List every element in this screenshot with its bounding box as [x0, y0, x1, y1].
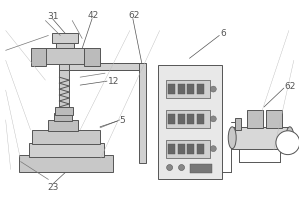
Bar — [188, 114, 194, 124]
Bar — [45, 48, 84, 64]
Text: 42: 42 — [87, 11, 98, 20]
Bar — [190, 164, 212, 173]
Bar — [247, 110, 263, 128]
Bar — [168, 144, 175, 154]
Bar — [158, 65, 222, 179]
Bar — [28, 143, 104, 157]
Bar — [60, 60, 68, 70]
Bar — [139, 63, 146, 163]
Bar — [168, 114, 175, 124]
Bar — [52, 33, 78, 43]
Circle shape — [276, 131, 300, 155]
Bar — [188, 84, 194, 94]
Bar — [188, 144, 194, 154]
Ellipse shape — [228, 127, 236, 149]
Text: 23: 23 — [47, 183, 59, 192]
Circle shape — [167, 165, 172, 171]
Circle shape — [210, 146, 216, 152]
Bar — [68, 63, 142, 70]
Text: 5: 5 — [119, 116, 125, 125]
Bar — [235, 118, 241, 130]
Bar — [59, 68, 69, 114]
Bar — [31, 48, 46, 66]
Bar — [55, 107, 73, 115]
Bar — [266, 110, 282, 128]
Bar — [178, 144, 184, 154]
Bar — [56, 43, 74, 48]
Bar — [166, 140, 210, 158]
Bar — [54, 113, 72, 121]
Circle shape — [178, 165, 184, 171]
Circle shape — [210, 116, 216, 122]
Bar — [232, 127, 290, 149]
Bar — [32, 130, 100, 144]
Text: 12: 12 — [108, 77, 119, 86]
Bar — [197, 84, 204, 94]
Bar — [19, 155, 113, 172]
Text: 31: 31 — [47, 12, 59, 21]
Bar — [84, 48, 100, 66]
Bar — [197, 144, 204, 154]
Bar — [197, 114, 204, 124]
Bar — [168, 84, 175, 94]
Bar — [48, 120, 78, 131]
Text: 62: 62 — [128, 11, 139, 20]
Bar — [178, 84, 184, 94]
Ellipse shape — [286, 127, 294, 149]
Circle shape — [210, 86, 216, 92]
Bar — [178, 114, 184, 124]
Bar — [59, 64, 69, 70]
Bar — [166, 110, 210, 128]
Bar — [166, 80, 210, 98]
Text: 6: 6 — [220, 29, 226, 38]
Text: 62: 62 — [285, 82, 296, 91]
